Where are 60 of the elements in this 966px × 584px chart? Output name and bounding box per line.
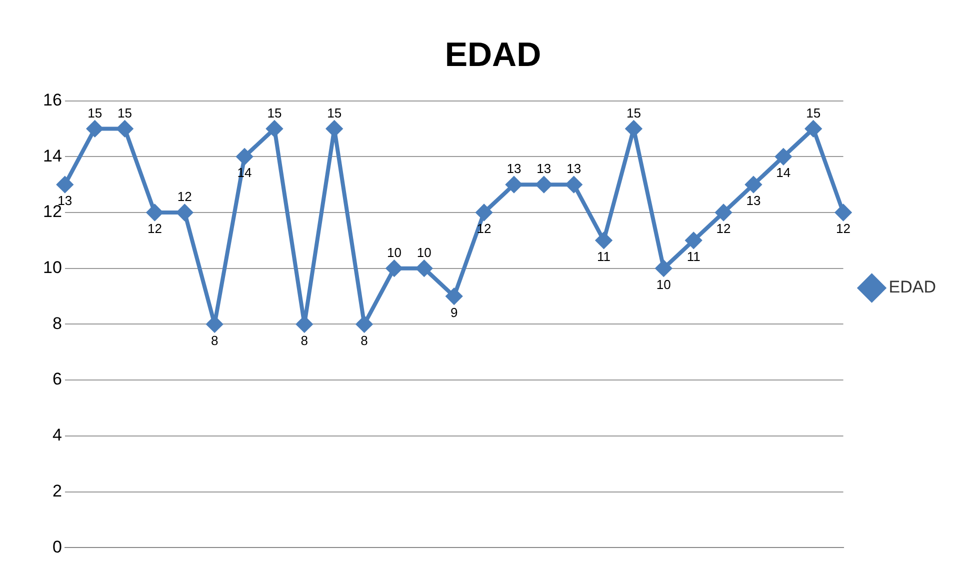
data-label: 12 [177, 189, 192, 204]
point [266, 120, 282, 137]
data-label: 11 [686, 249, 700, 264]
point [206, 316, 223, 332]
legend-label: EDAD [888, 278, 936, 297]
y-tick-label: 8 [52, 314, 62, 333]
y-tick-label: 4 [52, 426, 62, 445]
point [476, 204, 492, 220]
y-tick-label: 14 [42, 146, 62, 166]
point [596, 232, 612, 248]
data-label: 15 [806, 105, 821, 120]
point [716, 204, 732, 220]
data-label: 11 [597, 249, 611, 264]
data-label: 8 [210, 332, 218, 348]
point [416, 260, 432, 276]
point [805, 120, 822, 137]
data-label: 13 [566, 161, 582, 176]
data-label: 13 [536, 161, 552, 176]
data-label: 12 [147, 221, 162, 236]
point [116, 120, 133, 137]
point [146, 204, 163, 220]
point [536, 176, 552, 193]
point [745, 176, 762, 193]
data-label: 12 [716, 221, 731, 236]
y-tick-label: 6 [52, 370, 62, 389]
point [236, 148, 253, 165]
y-tick-label: 2 [52, 481, 62, 500]
point [506, 176, 522, 193]
data-label: 10 [656, 276, 671, 292]
data-label: 15 [327, 105, 342, 120]
point [356, 316, 372, 332]
point [296, 316, 312, 332]
point [176, 204, 193, 220]
data-label: 12 [836, 221, 851, 236]
point [326, 120, 342, 137]
data-label: 15 [267, 105, 282, 120]
data-label: 10 [386, 244, 402, 260]
data-label: 8 [300, 332, 308, 348]
data-label: 13 [506, 161, 522, 176]
y-tick-label: 0 [52, 537, 62, 556]
y-tick-label: 10 [42, 258, 62, 278]
point [835, 204, 852, 220]
point [86, 120, 103, 137]
point [656, 260, 672, 276]
data-label: 8 [360, 332, 368, 348]
data-label: 15 [626, 105, 641, 120]
data-label: 15 [88, 105, 102, 120]
y-tick-label: 16 [42, 90, 62, 110]
data-label: 13 [746, 193, 761, 208]
data-label: 14 [776, 165, 791, 180]
point [56, 176, 73, 193]
chart-title: EDAD [444, 36, 542, 74]
point [446, 288, 462, 304]
data-label: 15 [118, 105, 132, 120]
point [386, 260, 402, 276]
data-label: 10 [416, 244, 432, 260]
data-label: 9 [450, 304, 458, 320]
point [686, 232, 702, 248]
point [566, 176, 582, 193]
point [775, 148, 792, 165]
